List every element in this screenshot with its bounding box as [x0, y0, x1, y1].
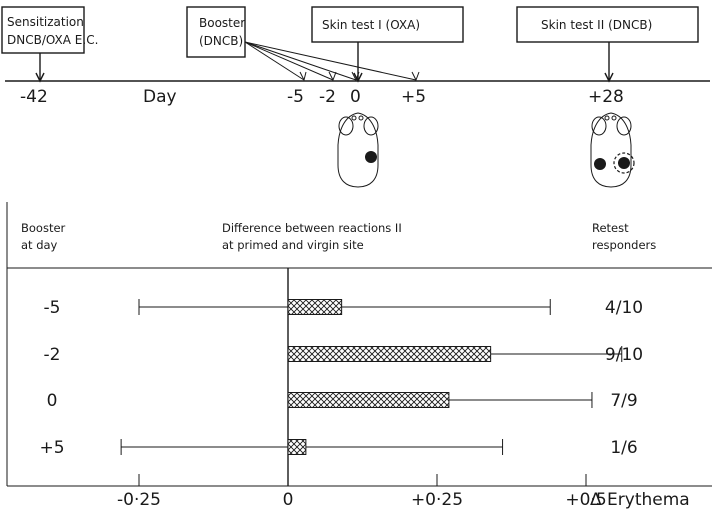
booster-day-label: -2 — [44, 345, 61, 365]
col-booster-header-2: at day — [21, 238, 58, 252]
x-tick-label: +0·25 — [411, 490, 463, 510]
booster-box — [186, 6, 246, 58]
x-tick-label: 0 — [283, 490, 294, 510]
booster-day-label: +5 — [39, 438, 64, 458]
booster-day-label: 0 — [47, 391, 58, 411]
col-difference-header-1: Difference between reactions II — [222, 221, 402, 235]
day-tick-plus28: +28 — [588, 87, 624, 107]
responders-value: 9/10 — [605, 345, 643, 365]
mouse-illustration-test-2 — [590, 112, 635, 188]
x-tick-label: -0·25 — [117, 490, 161, 510]
day-tick-minus5: -5 — [287, 87, 304, 107]
booster-label-2: (DNCB) — [199, 34, 243, 48]
responders-value: 7/9 — [610, 391, 637, 411]
skin-test-2-box — [516, 6, 699, 43]
bar-chart: -5 4/10 -2 9/10 0 7/9 +5 1/6 -0·25 0 +0·25 +0·5 — [39, 268, 643, 510]
mouse-illustration-test-1 — [337, 112, 379, 188]
booster-label-1: Booster — [199, 16, 245, 30]
sensitization-label-2: DNCB/OXA E.C. — [7, 33, 98, 47]
skin-test-2-label: Skin test II (DNCB) — [541, 18, 652, 32]
col-booster-header-1: Booster — [21, 221, 66, 235]
responders-value: 4/10 — [605, 298, 643, 318]
sensitization-box — [1, 6, 85, 54]
results-table: Booster at day Difference between reacti… — [6, 202, 712, 487]
timeline: Sensitization DNCB/OXA E.C. Booster (DNC… — [1, 6, 710, 107]
responders-value: 1/6 — [610, 438, 637, 458]
day-tick-0: 0 — [350, 87, 361, 107]
col-responders-header-1: Retest — [592, 221, 629, 235]
data-bar — [287, 299, 343, 315]
day-tick-minus2: -2 — [319, 87, 336, 107]
skin-test-1-box — [311, 6, 464, 43]
booster-day-label: -5 — [44, 298, 61, 318]
day-axis-label: Day — [143, 87, 177, 107]
day-tick-plus5: +5 — [401, 87, 426, 107]
day-tick-minus42: -42 — [20, 87, 48, 107]
x-tick-label: +0·5 — [565, 490, 606, 510]
booster-arrows — [244, 41, 420, 82]
data-bar — [287, 439, 307, 455]
col-difference-header-2: at primed and virgin site — [222, 238, 364, 252]
x-axis-label: Δ Erythema — [590, 490, 690, 510]
col-responders-header-2: responders — [592, 238, 656, 252]
data-bar — [287, 392, 450, 408]
sensitization-label-1: Sensitization — [7, 15, 84, 29]
skin-test-1-label: Skin test I (OXA) — [322, 18, 420, 32]
data-bar — [287, 346, 492, 362]
